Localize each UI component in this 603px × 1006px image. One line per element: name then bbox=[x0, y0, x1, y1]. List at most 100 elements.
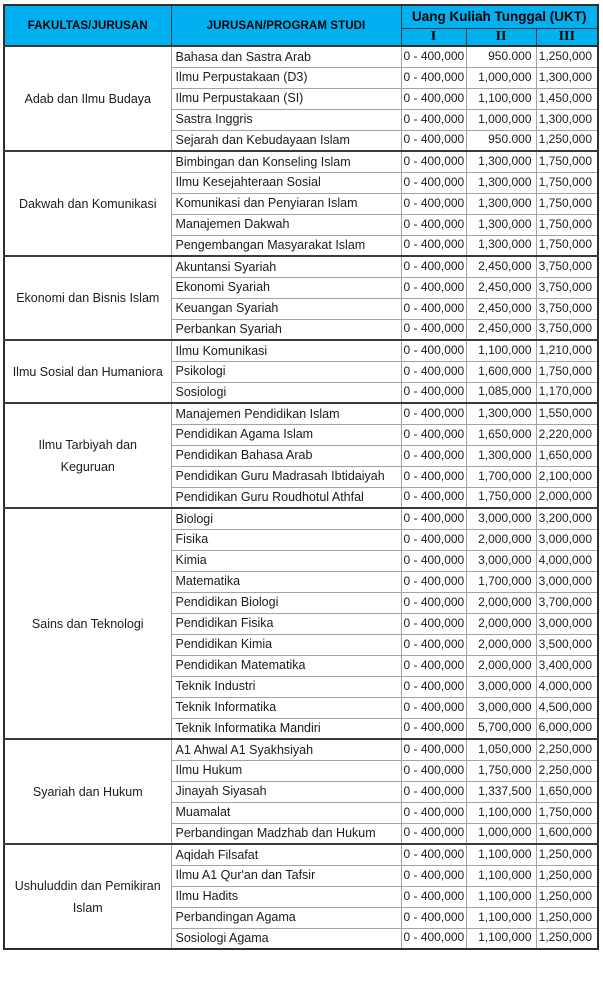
prodi-cell: Kimia bbox=[170, 549, 402, 572]
ukt1-cell: 0 - 400,000 bbox=[400, 297, 467, 320]
table-row: Ilmu Hadits 0 - 400,000 1,100,000 1,250,000 bbox=[4, 885, 599, 908]
ukt3-cell: 1,650,000 bbox=[535, 444, 599, 467]
table-row: Sejarah dan Kebudayaan Islam 0 - 400,000 9… bbox=[4, 129, 599, 152]
ukt2-cell: 1,000,000 bbox=[465, 822, 537, 845]
prodi-cell: Pendidikan Biologi bbox=[170, 591, 402, 614]
ukt1-cell: 0 - 400,000 bbox=[400, 759, 467, 782]
prodi-cell: Komunikasi dan Penyiaran Islam bbox=[170, 192, 402, 215]
ukt2-cell: 1,100,000 bbox=[465, 801, 537, 824]
table-row: Pendidikan Bahasa Arab 0 - 400,000 1,300,0… bbox=[4, 444, 599, 467]
fakultas-cell: Ilmu Tarbiyah dan Keguruan bbox=[3, 402, 172, 509]
table-row: Ekonomi Syariah 0 - 400,000 2,450,000 3,750… bbox=[4, 276, 599, 299]
prodi-cell: Fisika bbox=[170, 528, 402, 551]
ukt3-cell: 6,000,000 bbox=[535, 717, 599, 740]
ukt3-cell: 1,250,000 bbox=[535, 927, 599, 950]
ukt2-cell: 2,000,000 bbox=[465, 654, 537, 677]
table-row: Psikologi 0 - 400,000 1,600,000 1,750,000 bbox=[4, 360, 599, 383]
prodi-cell: Jinayah Siyasah bbox=[170, 780, 402, 803]
table-row: Teknik Informatika 0 - 400,000 3,000,000 4,… bbox=[4, 696, 599, 719]
ukt3-cell: 3,000,000 bbox=[535, 612, 599, 635]
prodi-cell: Aqidah Filsafat bbox=[170, 843, 402, 866]
ukt2-cell: 1,300,000 bbox=[465, 234, 537, 257]
ukt1-cell: 0 - 400,000 bbox=[400, 45, 467, 68]
ukt2-cell: 1,050,000 bbox=[465, 738, 537, 761]
ukt3-cell: 4,000,000 bbox=[535, 675, 599, 698]
table-row: Syariah dan Hukum A1 Ahwal A1 Syakhsiyah 0… bbox=[3, 738, 599, 845]
ukt2-cell: 2,450,000 bbox=[465, 297, 537, 320]
prodi-cell: Ilmu Hukum bbox=[170, 759, 402, 782]
table-row: Fisika 0 - 400,000 2,000,000 3,000,000 bbox=[4, 528, 599, 551]
ukt3-cell: 1,750,000 bbox=[535, 801, 599, 824]
table-row: Ekonomi dan Bisnis Islam Akuntansi Syaria… bbox=[3, 255, 599, 341]
ukt2-cell: 1,337,500 bbox=[465, 780, 537, 803]
table-row: Sastra Inggris 0 - 400,000 1,000,000 1,300,… bbox=[4, 108, 599, 131]
prodi-cell: Manajemen Dakwah bbox=[170, 213, 402, 236]
ukt3-cell: 2,100,000 bbox=[535, 465, 599, 488]
prodi-cell: Ilmu Komunikasi bbox=[170, 339, 402, 362]
ukt2-cell: 3,000,000 bbox=[465, 549, 537, 572]
ukt1-cell: 0 - 400,000 bbox=[400, 444, 467, 467]
ukt3-cell: 1,450,000 bbox=[535, 87, 599, 110]
ukt1-cell: 0 - 400,000 bbox=[400, 738, 467, 761]
prodi-cell: Perbankan Syariah bbox=[170, 318, 402, 341]
ukt3-cell: 1,300,000 bbox=[535, 108, 599, 131]
prodi-cell: Ilmu Perpustakaan (D3) bbox=[170, 66, 402, 89]
ukt3-cell: 3,400,000 bbox=[535, 654, 599, 677]
ukt1-cell: 0 - 400,000 bbox=[400, 549, 467, 572]
table-row: Pendidikan Kimia 0 - 400,000 2,000,000 3,50… bbox=[4, 633, 599, 656]
table-row: Perbandingan Madzhab dan Hukum 0 - 400,00… bbox=[4, 822, 599, 845]
ukt-fee-table-container: FAKULTAS/JURUSAN JURUSAN/PROGRAM STUDI U… bbox=[3, 4, 603, 950]
ukt2-cell: 950.000 bbox=[465, 45, 537, 68]
ukt2-cell: 2,450,000 bbox=[465, 276, 537, 299]
ukt2-cell: 1,100,000 bbox=[465, 87, 537, 110]
ukt1-cell: 0 - 400,000 bbox=[400, 801, 467, 824]
ukt1-cell: 0 - 400,000 bbox=[400, 507, 467, 530]
ukt3-cell: 2,250,000 bbox=[535, 759, 599, 782]
table-row: Ilmu Tarbiyah dan Keguruan Manajemen Pend… bbox=[3, 402, 599, 509]
ukt3-cell: 2,000,000 bbox=[535, 486, 599, 509]
prodi-cell: Pendidikan Agama Islam bbox=[170, 423, 402, 446]
table-row: Ushuluddin dan Pemikiran Islam Aqidah Fil… bbox=[3, 843, 599, 950]
ukt2-cell: 1,300,000 bbox=[465, 171, 537, 194]
ukt2-cell: 3,000,000 bbox=[465, 675, 537, 698]
table-row: Keuangan Syariah 0 - 400,000 2,450,000 3,75… bbox=[4, 297, 599, 320]
prodi-cell: Pendidikan Kimia bbox=[170, 633, 402, 656]
ukt2-cell: 1,700,000 bbox=[465, 465, 537, 488]
prodi-cell: Keuangan Syariah bbox=[170, 297, 402, 320]
ukt3-cell: 3,750,000 bbox=[535, 297, 599, 320]
fakultas-cell: Ilmu Sosial dan Humaniora bbox=[3, 339, 172, 404]
prodi-cell: Sosiologi Agama bbox=[170, 927, 402, 950]
ukt2-cell: 1,300,000 bbox=[465, 192, 537, 215]
ukt3-cell: 3,700,000 bbox=[535, 591, 599, 614]
ukt1-cell: 0 - 400,000 bbox=[400, 192, 467, 215]
fakultas-cell: Adab dan Ilmu Budaya bbox=[3, 45, 172, 152]
table-row: Adab dan Ilmu Budaya Bahasa dan Sastra Ar… bbox=[3, 45, 599, 152]
prodi-cell: Pendidikan Matematika bbox=[170, 654, 402, 677]
prodi-cell: Sosiologi bbox=[170, 381, 402, 404]
prodi-cell: Teknik Informatika bbox=[170, 696, 402, 719]
ukt3-cell: 1,750,000 bbox=[535, 150, 599, 173]
table-row: Ilmu A1 Qur'an dan Tafsir 0 - 400,000 1,10… bbox=[4, 864, 599, 887]
table-row: Komunikasi dan Penyiaran Islam 0 - 400,00… bbox=[4, 192, 599, 215]
ukt2-cell: 1,100,000 bbox=[465, 864, 537, 887]
ukt1-cell: 0 - 400,000 bbox=[400, 318, 467, 341]
ukt3-cell: 2,220,000 bbox=[535, 423, 599, 446]
header-ukt-title: Uang Kuliah Tunggal (UKT) bbox=[400, 4, 599, 29]
ukt3-cell: 3,000,000 bbox=[535, 528, 599, 551]
ukt3-cell: 1,550,000 bbox=[535, 402, 599, 425]
ukt2-cell: 1,700,000 bbox=[465, 570, 537, 593]
prodi-cell: Pendidikan Guru Madrasah Ibtidaiyah bbox=[170, 465, 402, 488]
header-ukt-level-3: III bbox=[535, 27, 599, 47]
ukt1-cell: 0 - 400,000 bbox=[400, 255, 467, 278]
ukt1-cell: 0 - 400,000 bbox=[400, 381, 467, 404]
header-fakultas: FAKULTAS/JURUSAN bbox=[3, 4, 172, 47]
table-row: Ilmu Perpustakaan (SI) 0 - 400,000 1,100,0… bbox=[4, 87, 599, 110]
ukt1-cell: 0 - 400,000 bbox=[400, 717, 467, 740]
ukt1-cell: 0 - 400,000 bbox=[400, 675, 467, 698]
ukt3-cell: 3,000,000 bbox=[535, 570, 599, 593]
ukt1-cell: 0 - 400,000 bbox=[400, 486, 467, 509]
prodi-cell: Psikologi bbox=[170, 360, 402, 383]
header-row-1: FAKULTAS/JURUSAN JURUSAN/PROGRAM STUDI U… bbox=[3, 4, 599, 47]
ukt2-cell: 1,300,000 bbox=[465, 213, 537, 236]
ukt2-cell: 1,750,000 bbox=[465, 486, 537, 509]
